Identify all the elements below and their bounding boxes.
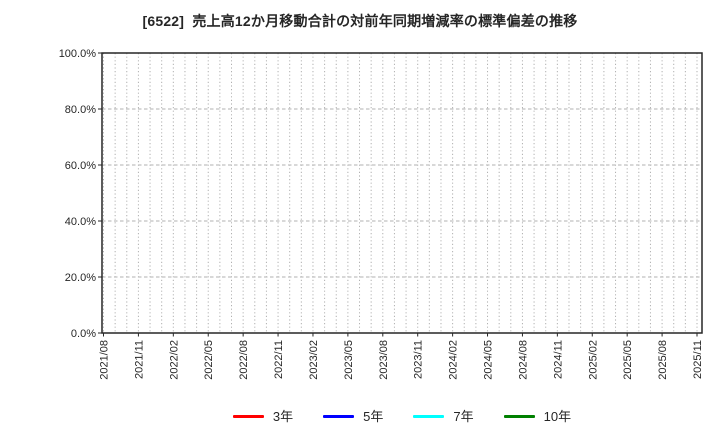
legend-line-swatch xyxy=(413,414,445,418)
legend-line-swatch xyxy=(323,414,355,418)
x-tick-label: 2024/05 xyxy=(483,340,495,380)
x-tick-label: 2023/11 xyxy=(413,340,425,379)
x-tick-label: 2022/08 xyxy=(238,340,250,380)
legend-line-swatch xyxy=(503,414,535,418)
legend-label: 5年 xyxy=(363,408,384,424)
legend: 3年 5年 7年 10年 xyxy=(102,404,702,428)
x-tick-label: 2025/08 xyxy=(657,340,669,380)
x-tick-label: 2023/08 xyxy=(378,340,390,380)
legend-label: 10年 xyxy=(543,408,572,424)
x-tick-label: 2021/11 xyxy=(133,340,145,379)
legend-item: 3年 xyxy=(232,408,294,424)
x-tick-label: 2025/02 xyxy=(587,340,599,380)
x-tick-label: 2022/05 xyxy=(203,340,215,380)
y-tick-label: 100.0% xyxy=(59,48,97,60)
x-tick-label: 2024/02 xyxy=(448,340,460,380)
legend-label: 7年 xyxy=(453,408,474,424)
y-tick-label: 40.0% xyxy=(65,216,96,228)
x-tick-label: 2025/11 xyxy=(692,340,704,379)
legend-item: 5年 xyxy=(323,410,383,423)
x-tick-label: 2023/02 xyxy=(308,340,320,380)
x-tick-label: 2023/05 xyxy=(343,340,355,380)
chart-title: [6522] 売上高12か月移動合計の対前年同期増減率の標準偏差の推移 xyxy=(142,13,578,29)
y-tick-label: 60.0% xyxy=(65,160,96,172)
legend-line-swatch xyxy=(232,414,264,418)
y-tick-label: 0.0% xyxy=(71,328,96,340)
x-tick-label: 2024/11 xyxy=(552,340,564,379)
plot-border xyxy=(101,52,703,334)
x-tick-label: 2022/11 xyxy=(273,340,285,379)
x-tick-label: 2024/08 xyxy=(517,340,529,380)
x-tick-label: 2022/02 xyxy=(168,340,180,380)
y-tick-label: 80.0% xyxy=(65,104,96,116)
legend-item: 10年 xyxy=(503,408,572,424)
legend-item: 7年 xyxy=(413,408,474,424)
y-tick-label: 20.0% xyxy=(65,272,96,284)
legend-label: 3年 xyxy=(272,408,294,424)
x-tick-label: 2025/05 xyxy=(622,340,634,380)
x-tick-label: 2021/08 xyxy=(99,340,111,380)
